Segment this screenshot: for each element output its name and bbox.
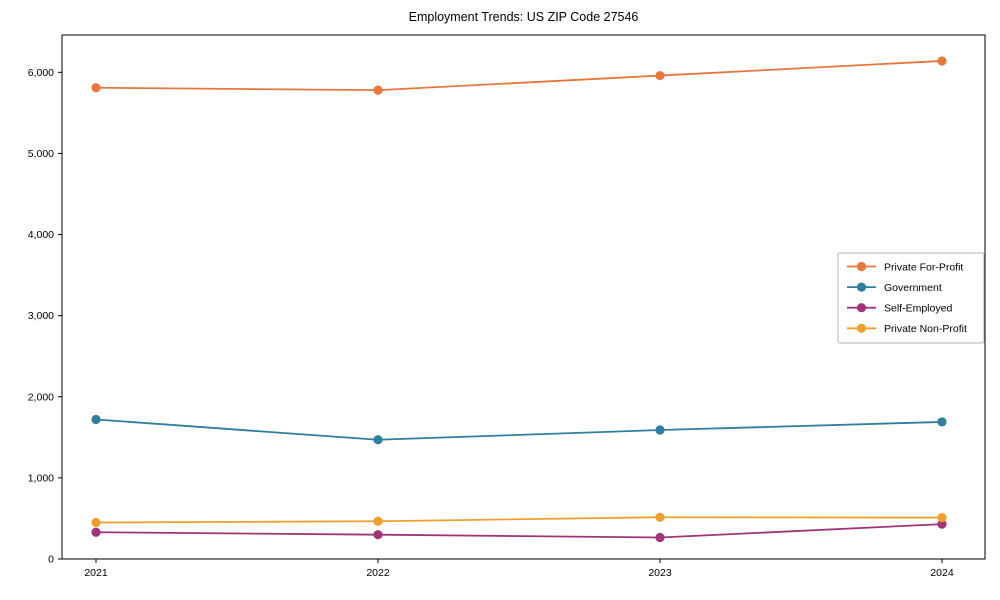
y-tick-label: 6,000 [28, 67, 54, 79]
series-path [95, 516, 943, 524]
plot-border [61, 34, 986, 560]
x-tick-label: 2023 [648, 567, 672, 579]
x-tick-label: 2022 [366, 567, 390, 579]
legend-label: Government [884, 282, 942, 294]
legend-item-self-employed: Self-Employed [847, 303, 952, 315]
data-point-marker [91, 83, 101, 93]
series-line-government [91, 414, 947, 445]
data-point-marker [373, 516, 383, 526]
legend-marker [856, 282, 867, 292]
legend: Private For-Profit Government Self-Employe… [837, 252, 985, 344]
series-path [95, 60, 943, 92]
data-point-marker [655, 425, 665, 435]
series-line-private-non-profit [91, 512, 947, 528]
y-tick-label: 3,000 [28, 310, 54, 322]
data-point-marker [373, 85, 383, 95]
y-tick-label: 2,000 [28, 391, 54, 403]
legend-item-private-for-profit: Private For-Profit [847, 261, 963, 273]
series-path [95, 418, 943, 441]
legend-item-private-non-profit: Private Non-Profit [847, 323, 967, 335]
data-point-marker [91, 517, 101, 528]
data-point-marker [91, 527, 101, 537]
series-path [95, 523, 943, 539]
series-line-self-employed [91, 519, 947, 543]
legend-label: Self-Employed [884, 303, 952, 315]
y-tick-label: 1,000 [28, 472, 54, 484]
data-point-marker [373, 530, 383, 540]
data-point-marker [655, 512, 665, 522]
y-tick-label: 0 [48, 554, 54, 566]
data-point-marker [937, 417, 947, 427]
legend-marker [856, 261, 867, 272]
data-point-marker [655, 532, 665, 543]
data-point-marker [373, 435, 383, 445]
x-tick-label: 2021 [84, 567, 108, 579]
chart-title: Employment Trends: US ZIP Code 27546 [408, 10, 639, 24]
data-point-marker [937, 519, 947, 529]
data-point-marker [937, 513, 947, 523]
data-point-marker [91, 414, 101, 425]
y-tick-label: 5,000 [28, 148, 54, 160]
x-tick-label: 2024 [930, 567, 954, 579]
legend-border [837, 252, 985, 344]
data-point-marker [937, 56, 947, 66]
series-line-private-for-profit [91, 56, 947, 95]
legend-label: Private For-Profit [884, 261, 963, 273]
y-axis: 0 1,000 2,000 3,000 4,000 5,000 6,000 [28, 67, 62, 566]
y-tick-label: 4,000 [28, 229, 54, 241]
x-axis: 2021 2022 2023 2024 [84, 559, 954, 579]
legend-label: Private Non-Profit [884, 323, 967, 335]
legend-marker [856, 323, 867, 333]
data-point-marker [655, 70, 665, 81]
legend-item-government: Government [847, 282, 942, 294]
legend-marker [856, 303, 867, 313]
